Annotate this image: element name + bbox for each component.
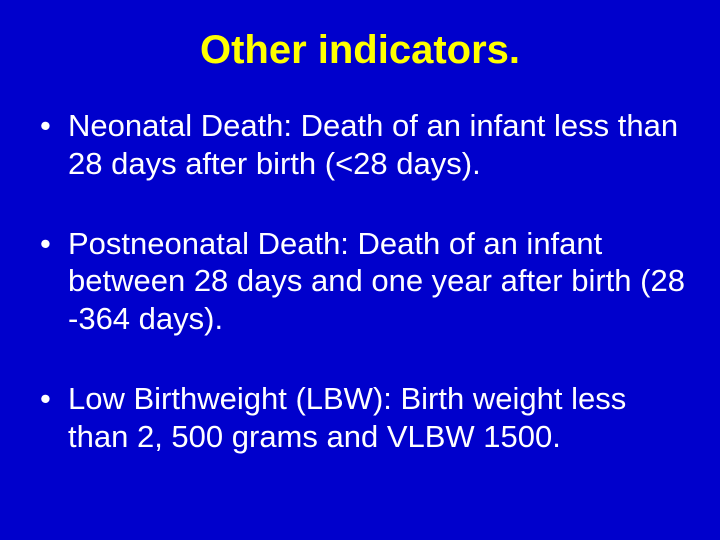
list-item: Neonatal Death: Death of an infant less … xyxy=(40,107,690,183)
slide-container: Other indicators. Neonatal Death: Death … xyxy=(0,0,720,540)
slide-title: Other indicators. xyxy=(30,28,690,73)
bullet-list: Neonatal Death: Death of an infant less … xyxy=(30,107,690,456)
list-item: Postneonatal Death: Death of an infant b… xyxy=(40,225,690,338)
list-item: Low Birthweight (LBW): Birth weight less… xyxy=(40,380,690,456)
